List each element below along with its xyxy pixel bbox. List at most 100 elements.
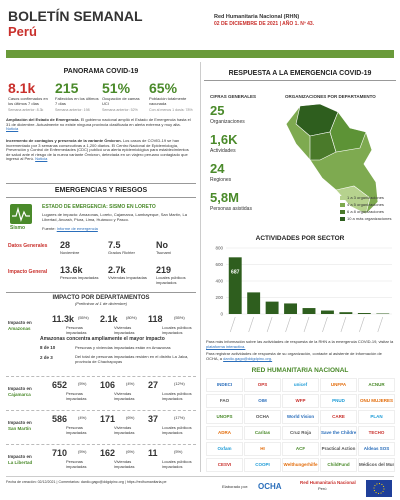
value: 171 — [100, 414, 116, 424]
subheading: ORGANIZACIONES POR DEPARTAMENTO — [285, 94, 376, 99]
bar-label: 687 — [231, 269, 240, 275]
legend-swatch — [340, 210, 345, 214]
network-title: RED HUMANITARIA NACIONAL — [251, 367, 349, 374]
fact-text: Personas y viviendas impactadas están en… — [75, 345, 171, 350]
fact-ratio: 2 de 3 — [40, 355, 53, 360]
eu-flag — [366, 480, 392, 497]
header-band — [6, 50, 394, 58]
section-title: EMERGENCIAS Y RIESGOS — [54, 187, 148, 194]
category-tick — [340, 316, 347, 333]
impact-in: Impacto en — [8, 420, 32, 425]
fact-ratio: 8 de 10 — [40, 345, 56, 350]
dept-name: Amazonas — [8, 326, 31, 331]
legend-label: 6 a 8 organizaciones — [347, 209, 384, 214]
legend-label: 4 a 5 organizaciones — [347, 202, 384, 207]
partner-logo: PNUD — [320, 394, 357, 408]
partner-logo: UNFPA — [320, 378, 357, 392]
lead: Incremento de contagios y presencia de l… — [6, 138, 122, 143]
bar — [247, 292, 261, 314]
value: 219 — [156, 265, 172, 275]
rhn-country: Perú — [318, 486, 327, 491]
paragraph: Ampliación del Estado de Emergencia. El … — [6, 117, 194, 132]
link[interactable]: Noticia — [35, 156, 48, 162]
figure-label: Actividades — [210, 148, 236, 154]
paragraph: Incremento de contagios y presencia de l… — [6, 138, 194, 162]
category-tick — [229, 316, 236, 333]
impact-in: Impacto en — [8, 386, 32, 391]
rule — [6, 476, 394, 477]
partner-logo: OPS — [244, 378, 281, 392]
category-tick — [248, 316, 254, 333]
figure-label: Regiones — [210, 177, 232, 183]
partner-logo: unicef — [282, 378, 319, 392]
value: 28 — [60, 240, 71, 250]
legend-label: 10 a más organizaciones — [347, 216, 392, 221]
note-text: Para registrar actividades de respuesta … — [206, 351, 382, 361]
fact-text: Del total de personas impactadas residen… — [75, 354, 189, 364]
footer-created: Fecha de creación: 02/12/2021 | Comentar… — [6, 480, 167, 484]
stat-note: Semana anterior: 8.3k — [8, 108, 44, 112]
dept-name: Cajamarca — [8, 392, 31, 397]
pct: (6%) — [126, 449, 135, 454]
stat-label: Casos confirmados en los últimos 7 días — [8, 96, 48, 106]
partner-logo: WFP — [282, 394, 319, 408]
y-tick-label: 400 — [215, 279, 223, 284]
lead: Ampliación del Estado de Emergencia. — [6, 117, 80, 122]
note-link[interactable]: danilo.gago@ddgdpinc.org. — [223, 355, 273, 361]
note-link[interactable]: plataforma interactiva. — [206, 343, 246, 349]
label: Viviendas impactadas — [108, 275, 147, 280]
row-label: Impacto General — [8, 269, 48, 275]
figure-value: 1,6K — [210, 132, 238, 147]
partner-logo: COOPI — [244, 458, 281, 472]
figure-label: Personas asistidas — [210, 206, 252, 212]
value: 586 — [52, 414, 68, 424]
label: Viviendas impactadas — [114, 391, 135, 401]
partner-logo: Médicos del Mundo — [358, 458, 395, 472]
note: Para más información sobre las actividad… — [206, 339, 394, 349]
stat-value: 8.1k — [8, 80, 36, 96]
chart-title: ACTIVIDADES POR SECTOR — [256, 235, 345, 242]
pct: (55%) — [78, 315, 89, 320]
partner-logo: OCHA — [244, 410, 281, 424]
label: Viviendas impactadas — [114, 425, 135, 435]
pct: (17%) — [174, 415, 185, 420]
stat-note: Semana anterior: 52% — [102, 108, 138, 112]
value: 27 — [148, 380, 159, 390]
label: Personas impactadas — [60, 275, 99, 280]
bar — [302, 308, 316, 314]
row-label: Datos Generales — [8, 243, 48, 249]
partner-logo: Aldeas SOS — [358, 442, 395, 456]
category-tick — [266, 316, 273, 333]
partner-logo: OIM — [244, 394, 281, 408]
partner-logo: TECHO — [358, 426, 395, 440]
partner-logo: ONU MUJERES — [358, 394, 395, 408]
partner-logo: ChildFund — [320, 458, 357, 472]
stat-label: Ocupación de camas UCI — [102, 96, 140, 106]
figure-value: 25 — [210, 103, 225, 118]
partner-logo: CESVI — [206, 458, 243, 472]
category-tick — [359, 316, 365, 333]
label: Personas impactadas — [66, 325, 87, 335]
partner-logo: Save the Children — [320, 426, 357, 440]
highlight: Amazonas concentra ampliamente el mayor … — [40, 336, 165, 342]
stat-value: 215 — [55, 80, 79, 96]
category-tick — [322, 316, 328, 333]
icon-label: Sismo — [10, 225, 26, 231]
pct: (55%) — [174, 315, 185, 320]
source-link[interactable]: Informe de emergencia — [56, 226, 98, 231]
value: 11 — [148, 448, 158, 458]
figure-value: 24 — [210, 161, 225, 176]
value: 162 — [100, 448, 116, 458]
date: 02 DE DICIEMBRE DE 2021 | AÑO 1. Nº 43. — [214, 21, 315, 27]
text: El gobierno nacional amplió el Estado de… — [6, 117, 191, 127]
stat-label: Fallecidos en los últimos 7 días — [55, 96, 99, 106]
source: Fuente: Informe de emergencia — [42, 226, 98, 232]
made-by: Elaborado por: — [222, 484, 249, 489]
stat-note: Con al menos 1 dosis: 78% — [149, 108, 193, 112]
rule — [204, 80, 396, 81]
note: Para registrar actividades de respuesta … — [206, 351, 394, 361]
partner-logo: Welthungerhilfe — [282, 458, 319, 472]
value: 37 — [148, 414, 159, 424]
value: 2.1k — [100, 314, 118, 324]
link[interactable]: Noticia — [6, 126, 19, 132]
